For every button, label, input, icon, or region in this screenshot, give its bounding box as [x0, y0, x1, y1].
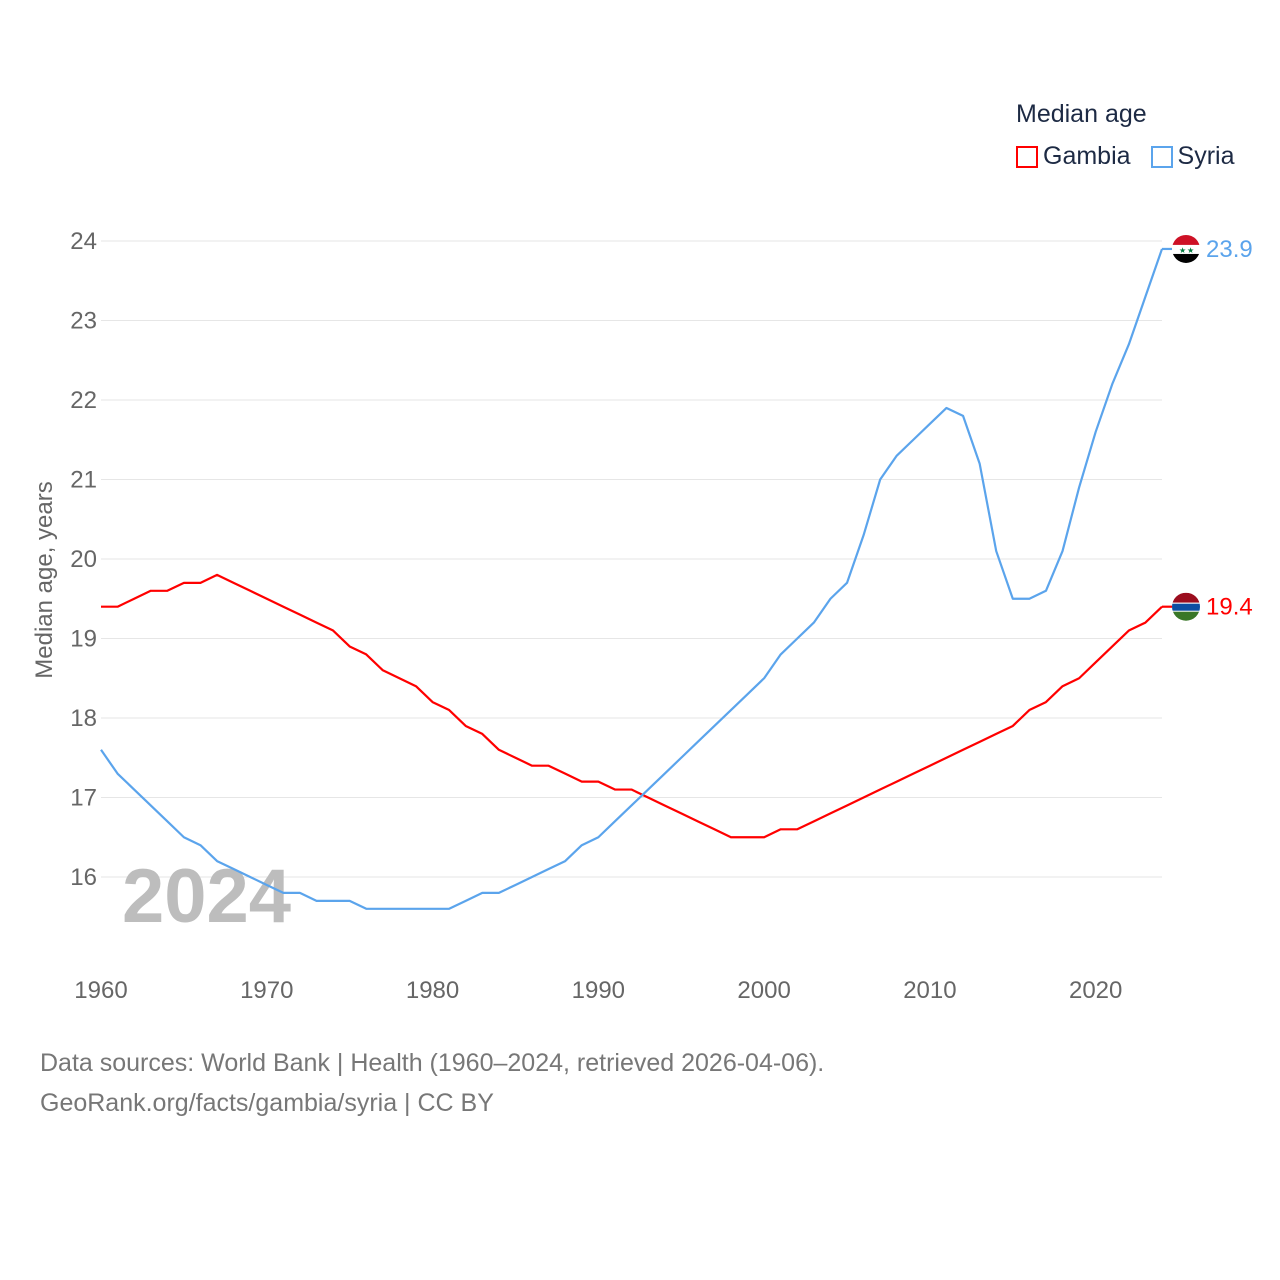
y-tick-label: 19	[70, 626, 97, 653]
end-value-label: 19.4	[1206, 594, 1253, 621]
x-tick-label: 2010	[903, 977, 956, 1004]
series-line-gambia	[101, 573, 1163, 839]
source-url-text[interactable]: GeoRank.org/facts/gambia/syria | CC BY	[40, 1089, 494, 1117]
x-tick-label: 1960	[74, 977, 127, 1004]
y-tick-label: 20	[70, 546, 97, 573]
legend-swatch-syria	[1150, 145, 1173, 168]
gambia-flag-icon	[1172, 592, 1200, 621]
svg-text:★: ★	[1179, 246, 1186, 255]
y-tick-label: 24	[70, 228, 97, 255]
legend-swatch-gambia	[1016, 145, 1038, 168]
series-line-syria	[100, 248, 1164, 910]
y-tick-label: 21	[70, 467, 97, 494]
y-tick-label: 22	[70, 387, 97, 414]
y-tick-label: 23	[70, 308, 97, 335]
x-tick-label: 2020	[1069, 977, 1122, 1004]
y-tick-label: 17	[70, 785, 97, 812]
y-axis-label: Median age, years	[31, 481, 58, 678]
y-tick-label: 16	[70, 864, 97, 891]
x-tick-label: 1980	[406, 977, 459, 1004]
x-tick-label: 1990	[572, 977, 625, 1004]
legend-label-syria: Syria	[1177, 142, 1235, 170]
y-tick-label: 18	[70, 705, 97, 732]
x-tick-label: 1970	[240, 977, 293, 1004]
svg-text:★: ★	[1187, 246, 1194, 255]
legend: Gambia Syria	[1016, 142, 1235, 171]
legend-title: Median age	[1016, 100, 1147, 128]
end-value-label: 23.9	[1206, 236, 1253, 263]
legend-item-syria[interactable]: Syria	[1150, 142, 1235, 171]
legend-label-gambia: Gambia	[1043, 142, 1131, 170]
footer: Data sources: World Bank | Health (1960–…	[40, 1043, 824, 1123]
data-source-text: Data sources: World Bank | Health (1960–…	[40, 1049, 825, 1077]
legend-item-gambia[interactable]: Gambia	[1016, 142, 1131, 171]
year-watermark: 2024	[122, 854, 291, 939]
x-tick-label: 2000	[737, 977, 790, 1004]
syria-flag-icon: ★ ★	[1172, 234, 1200, 263]
